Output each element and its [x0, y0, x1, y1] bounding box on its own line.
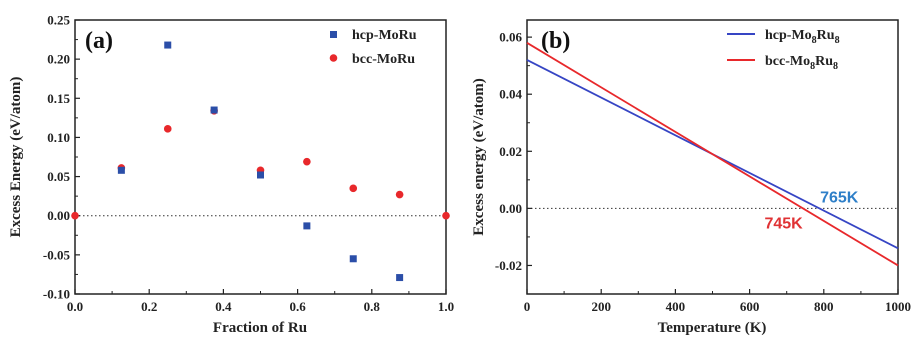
y-axis-label-a: Excess Energy (eV/atom)	[8, 77, 24, 238]
line-bcc-mo8ru8	[526, 42, 899, 267]
y-tick-label-a: 0.05	[47, 169, 70, 184]
y-tick-label-a: 0.20	[47, 52, 70, 67]
x-tick-label-b: 600	[740, 299, 760, 314]
point-bcc-moru	[163, 125, 172, 133]
legend-b-hcp-base: hcp-Mo	[765, 28, 812, 43]
legend-b-bcc-sub2: 8	[833, 61, 838, 72]
point-hcp-moru	[257, 171, 264, 179]
point-hcp-moru	[349, 255, 357, 263]
y-tick-label-b: -0.02	[495, 258, 522, 273]
panel-label-a: (a)	[85, 28, 113, 54]
x-tick-label-a: 0.0	[67, 299, 83, 314]
legend-b-bcc-sub1: 8	[810, 61, 815, 72]
legend-b-hcp-label: hcp-Mo8Ru8	[765, 28, 840, 46]
chart-a: 0.0 0.2 0.4 0.6 0.8 1.0 -0.10 -0.05 0.00 0.05 0.10…	[8, 13, 454, 337]
legend-a-bcc-marker	[329, 54, 338, 62]
legend-b-bcc-mid: Ru	[815, 54, 833, 69]
plot-frame-b	[526, 19, 899, 295]
x-tick-label-a: 0.4	[215, 299, 232, 314]
legend-a: hcp-MoRu bcc-MoRu	[329, 28, 417, 67]
legend-b: hcp-Mo8Ru8 bcc-Mo8Ru8	[727, 28, 840, 72]
y-tick-label-a: 0.15	[47, 91, 70, 106]
point-bcc-moru	[442, 211, 450, 220]
point-bcc-moru	[71, 211, 79, 220]
legend-b-hcp-mid: Ru	[817, 28, 835, 43]
y-tick-label-b: 0.06	[499, 30, 522, 45]
x-tick-label-b: 800	[814, 299, 834, 314]
ticks-b: 0 200 400 600 800 1000 -0.02 0.00 0.02 0.04 0.06	[495, 30, 911, 314]
annotation-745k: 745K	[764, 215, 803, 232]
x-tick-label-b: 0	[524, 299, 531, 314]
ticks-a: 0.0 0.2 0.4 0.6 0.8 1.0 -0.10 -0.05 0.00 0.05 0.10…	[43, 13, 454, 315]
y-tick-label-b: 0.04	[499, 87, 522, 102]
legend-b-hcp-sub2: 8	[835, 35, 840, 46]
x-axis-label-b: Temperature (K)	[658, 320, 767, 336]
legend-b-bcc-label: bcc-Mo8Ru8	[765, 54, 838, 72]
annotation-765k: 765K	[820, 190, 859, 207]
y-tick-label-a: -0.05	[43, 247, 71, 262]
marks-a	[71, 41, 450, 282]
point-hcp-moru	[117, 166, 125, 174]
point-bcc-moru	[303, 157, 311, 166]
legend-b-hcp-sub1: 8	[812, 35, 817, 46]
x-tick-label-a: 1.0	[438, 299, 454, 314]
y-tick-label-a: 0.25	[47, 13, 70, 28]
x-tick-label-a: 0.2	[141, 299, 157, 314]
point-hcp-moru	[303, 222, 311, 230]
marks-b: 765K 745K	[526, 42, 899, 267]
x-tick-label-b: 400	[666, 299, 686, 314]
x-tick-label-a: 0.6	[289, 299, 306, 314]
y-tick-label-b: 0.02	[499, 144, 522, 159]
x-tick-label-a: 0.8	[364, 299, 381, 314]
point-hcp-moru	[164, 41, 172, 49]
point-hcp-moru	[396, 274, 404, 282]
y-tick-label-b: 0.00	[499, 201, 522, 216]
legend-b-bcc-base: bcc-Mo	[765, 54, 810, 69]
x-tick-label-b: 1000	[885, 299, 911, 314]
y-tick-label-a: 0.00	[47, 208, 70, 223]
legend-a-bcc-label: bcc-MoRu	[352, 52, 415, 67]
panel-label-b: (b)	[541, 28, 570, 54]
point-bcc-moru	[349, 184, 358, 193]
point-hcp-moru	[210, 106, 218, 114]
legend-a-hcp-label: hcp-MoRu	[352, 28, 417, 43]
chart-b: 0 200 400 600 800 1000 -0.02 0.00 0.02 0.04 0.06 7…	[471, 19, 911, 336]
y-tick-label-a: -0.10	[43, 287, 70, 302]
x-axis-label-a: Fraction of Ru	[213, 320, 307, 336]
legend-a-hcp-marker	[330, 31, 337, 38]
point-bcc-moru	[395, 190, 404, 199]
x-tick-label-b: 200	[591, 299, 611, 314]
y-axis-label-b: Excess energy (eV/atom)	[471, 78, 487, 235]
y-tick-label-a: 0.10	[47, 130, 70, 145]
